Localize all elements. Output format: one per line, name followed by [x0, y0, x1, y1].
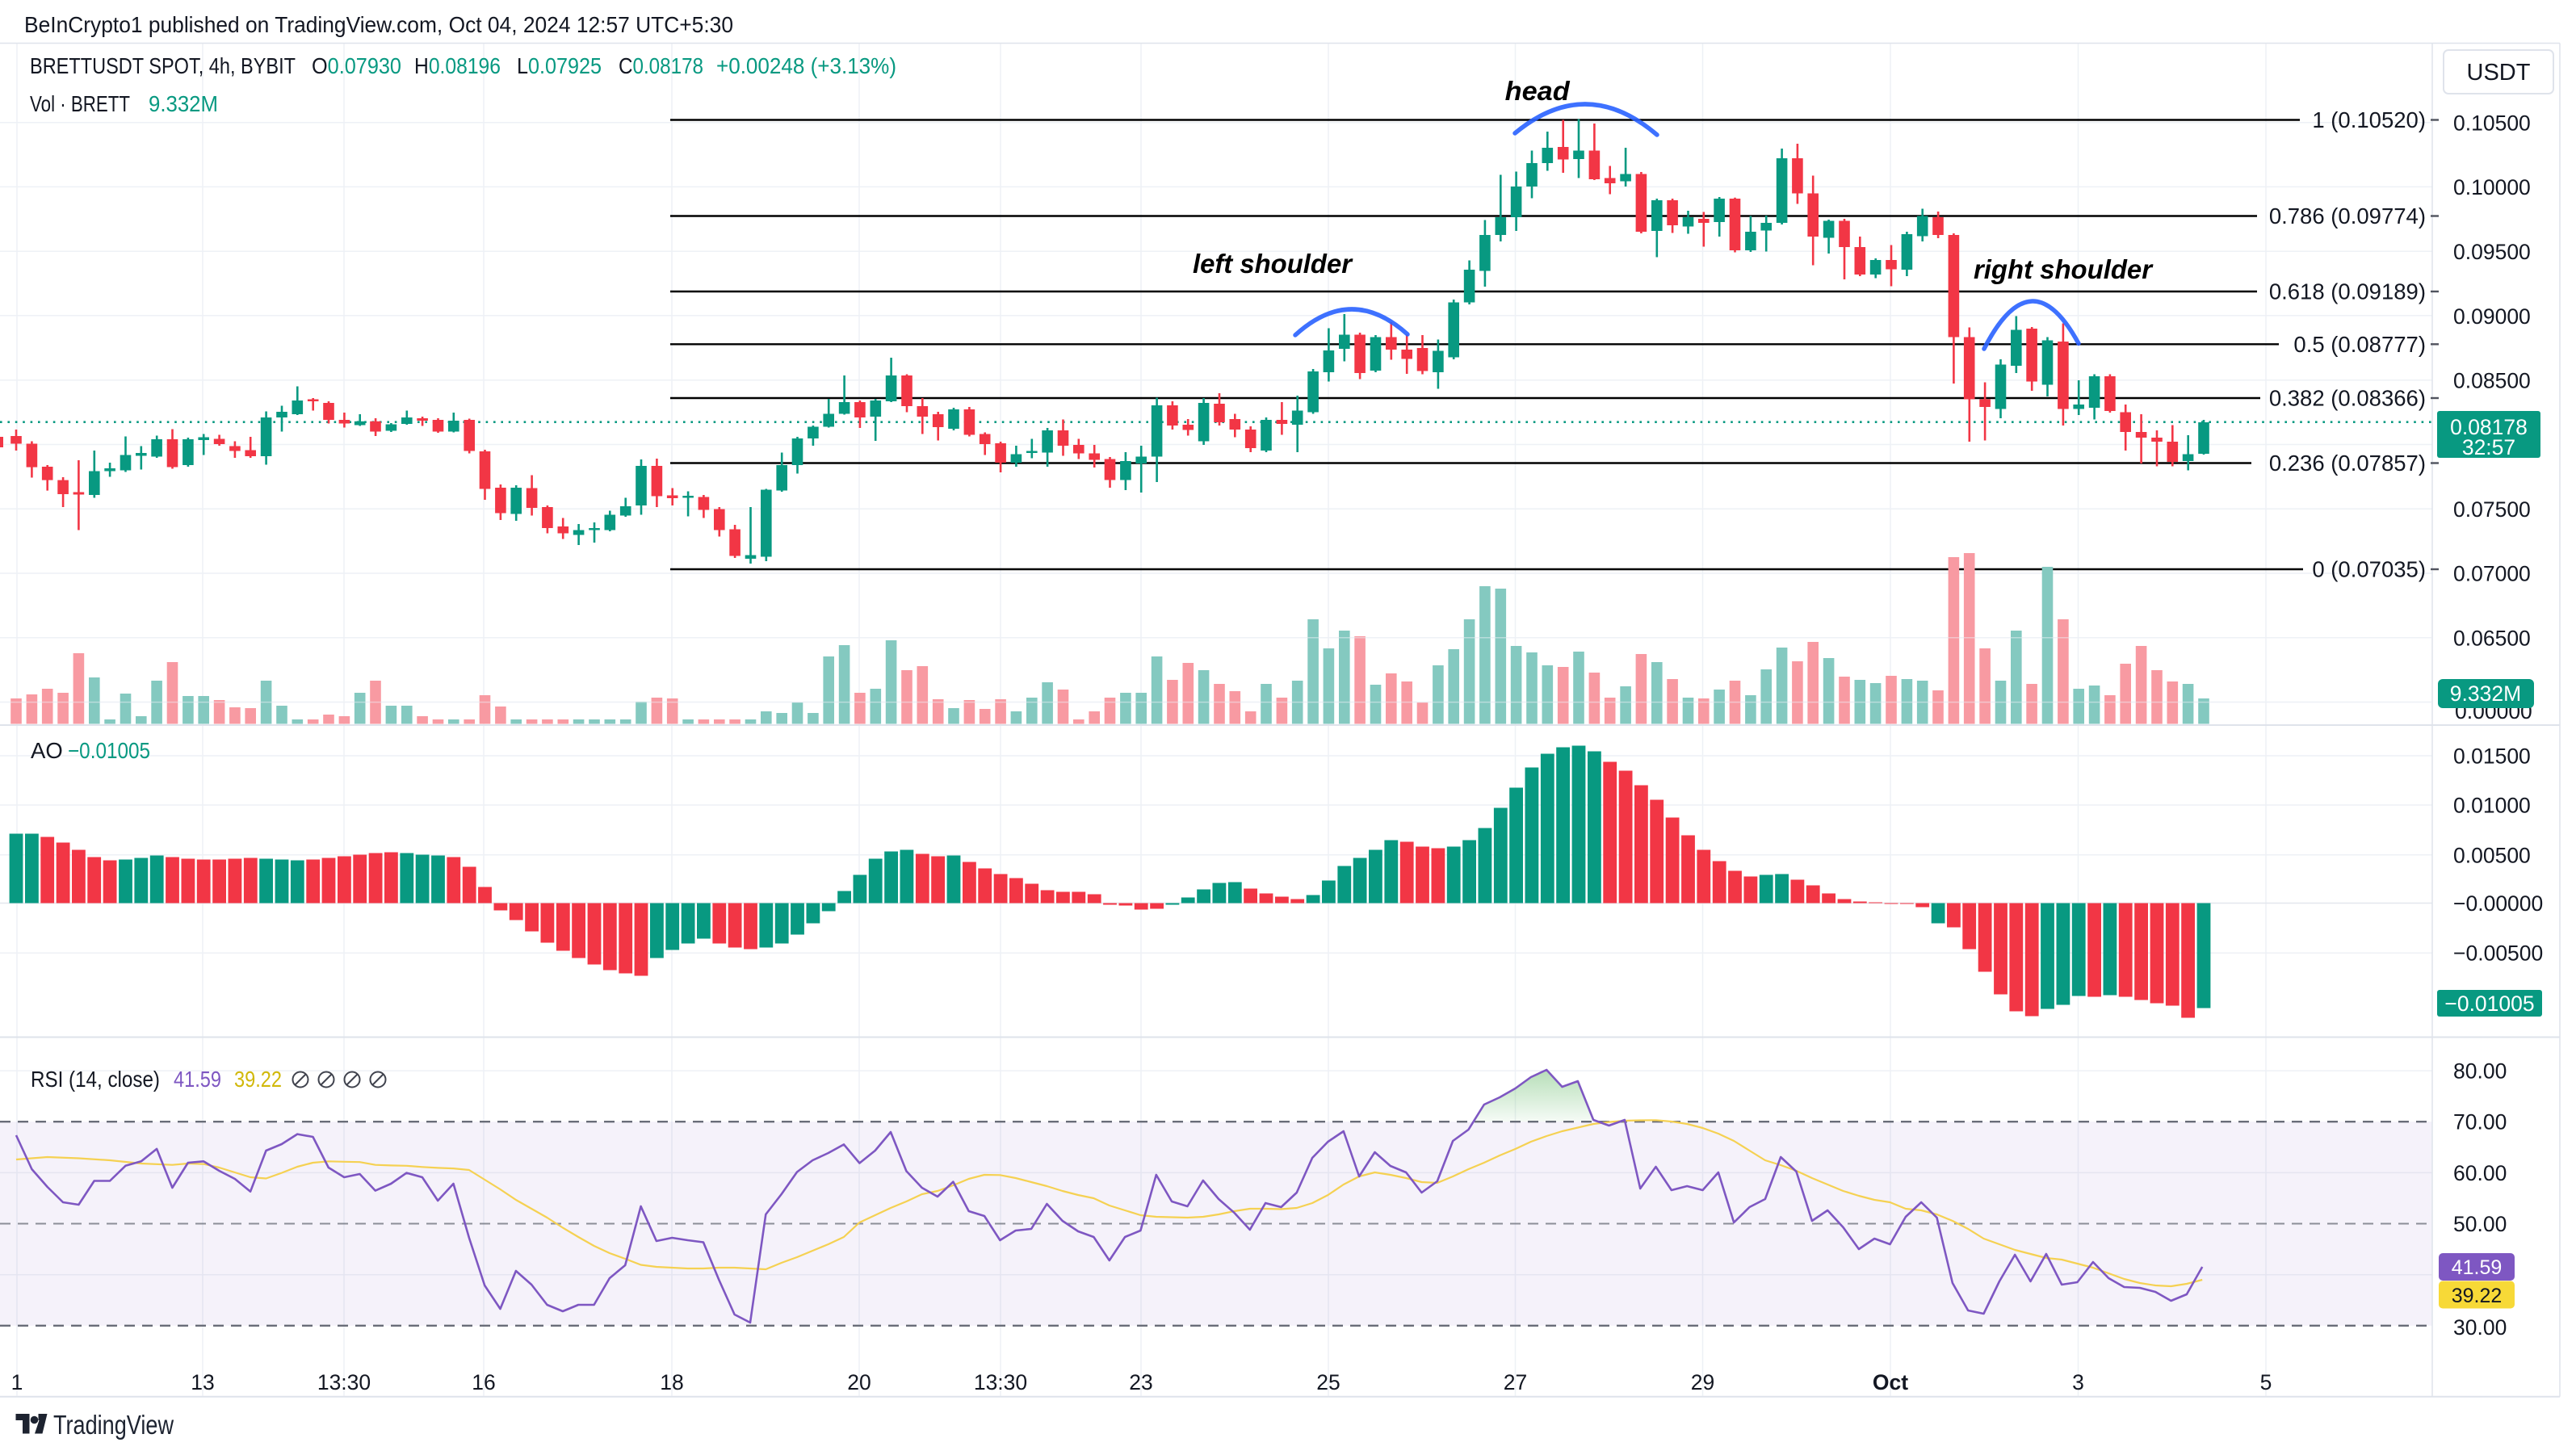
svg-text:3: 3: [2072, 1370, 2084, 1394]
svg-text:right shoulder: right shoulder: [1974, 254, 2154, 284]
svg-text:0.382 (0.08366): 0.382 (0.08366): [2269, 386, 2426, 411]
svg-text:L0.07925: L0.07925: [517, 53, 602, 78]
svg-text:0.236 (0.07857): 0.236 (0.07857): [2269, 451, 2426, 476]
svg-text:27: 27: [1504, 1370, 1527, 1394]
svg-text:0.09500: 0.09500: [2453, 240, 2531, 264]
svg-text:0 (0.07035): 0 (0.07035): [2312, 557, 2426, 582]
svg-text:−0.01005: −0.01005: [2444, 992, 2534, 1016]
svg-text:H0.08196: H0.08196: [414, 53, 501, 78]
svg-text:70.00: 70.00: [2453, 1110, 2507, 1134]
svg-text:0.06500: 0.06500: [2453, 627, 2531, 651]
svg-text:50.00: 50.00: [2453, 1212, 2507, 1236]
svg-text:13:30: 13:30: [317, 1370, 371, 1394]
svg-text:5: 5: [2260, 1370, 2272, 1394]
svg-text:0.08178: 0.08178: [2450, 415, 2528, 439]
svg-text:USDT: USDT: [2467, 60, 2531, 86]
svg-text:0.618 (0.09189): 0.618 (0.09189): [2269, 279, 2426, 304]
svg-text:head: head: [1505, 76, 1571, 106]
svg-text:−0.01005: −0.01005: [68, 738, 150, 763]
svg-text:16: 16: [472, 1370, 495, 1394]
svg-text:60.00: 60.00: [2453, 1161, 2507, 1185]
svg-text:18: 18: [660, 1370, 683, 1394]
svg-text:0.01000: 0.01000: [2453, 794, 2531, 818]
svg-text:0.07000: 0.07000: [2453, 561, 2531, 585]
svg-text:Vol · BRETT: Vol · BRETT: [30, 91, 130, 116]
svg-text:9.332M: 9.332M: [149, 91, 218, 116]
svg-text:25: 25: [1316, 1370, 1340, 1394]
svg-text:BeInCrypto1 published on Tradi: BeInCrypto1 published on TradingView.com…: [24, 12, 733, 37]
svg-text:41.59: 41.59: [174, 1067, 221, 1092]
svg-text:RSI (14, close): RSI (14, close): [31, 1067, 160, 1092]
svg-text:20: 20: [847, 1370, 871, 1394]
svg-text:0.07500: 0.07500: [2453, 497, 2531, 522]
svg-text:O0.07930: O0.07930: [312, 53, 401, 78]
svg-text:0.5 (0.08777): 0.5 (0.08777): [2293, 332, 2426, 357]
svg-text:9.332M: 9.332M: [2450, 681, 2521, 706]
svg-text:39.22: 39.22: [2452, 1285, 2503, 1307]
svg-text:BRETTUSDT SPOT, 4h, BYBIT: BRETTUSDT SPOT, 4h, BYBIT: [30, 53, 296, 78]
svg-text:C0.08178: C0.08178: [619, 53, 703, 78]
svg-text:13:30: 13:30: [974, 1370, 1027, 1394]
svg-text:80.00: 80.00: [2453, 1059, 2507, 1084]
svg-text:−0.00500: −0.00500: [2453, 941, 2543, 966]
svg-text:1: 1: [11, 1370, 23, 1394]
svg-text:23: 23: [1129, 1370, 1152, 1394]
svg-text:+0.00248 (+3.13%): +0.00248 (+3.13%): [716, 53, 896, 78]
svg-text:0.786 (0.09774): 0.786 (0.09774): [2269, 203, 2426, 229]
svg-text:29: 29: [1691, 1370, 1714, 1394]
svg-text:1 (0.10520): 1 (0.10520): [2312, 107, 2426, 132]
svg-text:32:57: 32:57: [2462, 435, 2515, 459]
svg-text:AO: AO: [31, 738, 63, 763]
svg-text:39.22: 39.22: [234, 1067, 282, 1092]
svg-text:0.10500: 0.10500: [2453, 111, 2531, 136]
svg-text:41.59: 41.59: [2452, 1256, 2503, 1279]
svg-text:0.08500: 0.08500: [2453, 368, 2531, 392]
svg-text:Oct: Oct: [1873, 1370, 1908, 1394]
svg-text:0.10000: 0.10000: [2453, 175, 2531, 199]
svg-text:−0.00000: −0.00000: [2453, 891, 2543, 916]
svg-text:0.01500: 0.01500: [2453, 744, 2531, 769]
svg-text:TradingView: TradingView: [53, 1411, 174, 1440]
svg-text:0.09000: 0.09000: [2453, 304, 2531, 329]
svg-text:0.00500: 0.00500: [2453, 843, 2531, 867]
svg-text:30.00: 30.00: [2453, 1315, 2507, 1340]
svg-text:13: 13: [191, 1370, 214, 1394]
svg-text:left shoulder: left shoulder: [1193, 249, 1353, 279]
